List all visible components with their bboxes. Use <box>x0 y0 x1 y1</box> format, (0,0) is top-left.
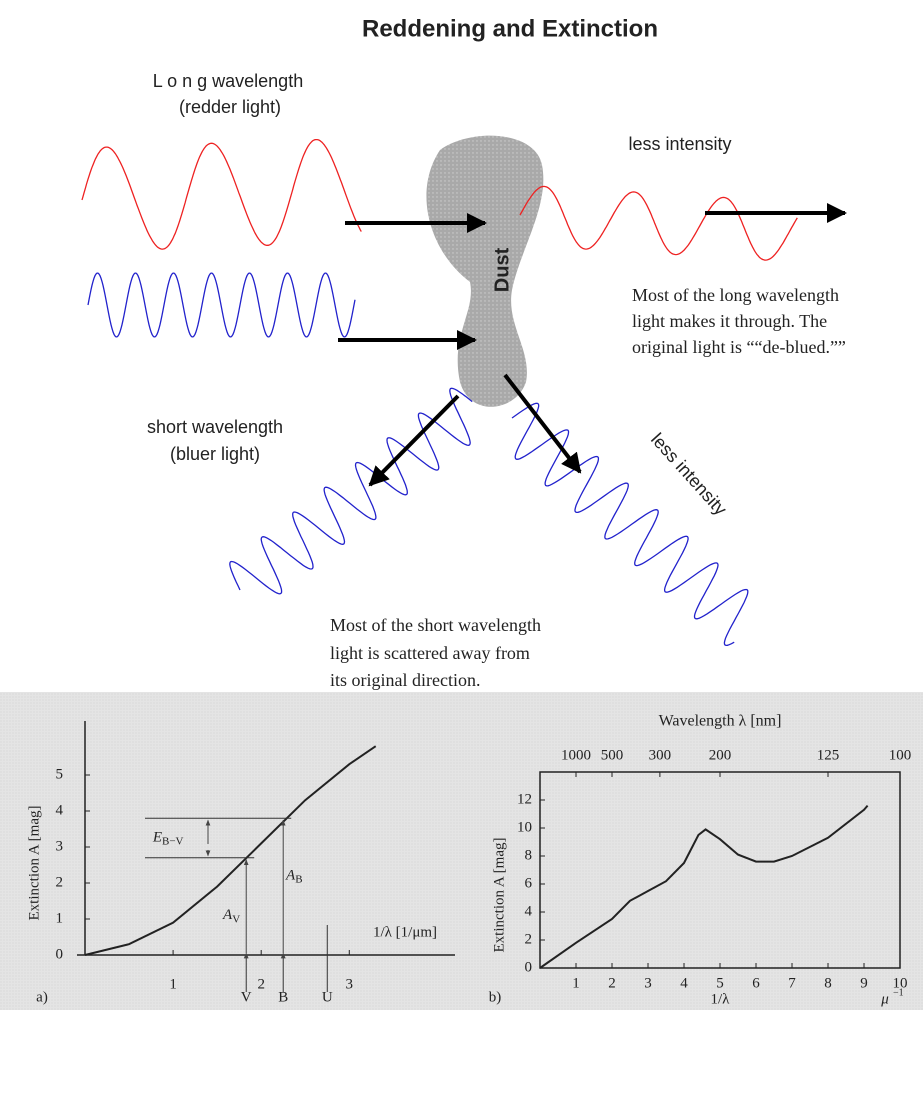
note: Most of the short wavelength <box>330 615 541 635</box>
label: B <box>278 989 288 1005</box>
label: U <box>322 989 333 1005</box>
label: (redder light) <box>179 97 281 117</box>
note: Most of the long wavelength <box>632 285 839 305</box>
label: 1 <box>169 976 177 992</box>
wave <box>519 185 798 261</box>
wave <box>229 387 473 595</box>
label: 5 <box>56 766 64 782</box>
label: 5 <box>716 975 724 991</box>
dust-cloud <box>426 135 544 407</box>
label: E <box>152 829 162 845</box>
label: 100 <box>889 747 912 763</box>
label: 4 <box>56 802 64 818</box>
note: light is scattered away from <box>330 643 530 663</box>
label: −1 <box>893 987 904 998</box>
arrow <box>503 373 582 474</box>
label: 9 <box>860 975 868 991</box>
label: 6 <box>752 975 760 991</box>
label: A <box>285 868 296 884</box>
wave <box>81 138 362 250</box>
label: 0 <box>56 946 64 962</box>
note: original light is ““de-blued.”” <box>632 337 846 357</box>
figure-panel <box>0 692 923 1010</box>
curve <box>84 745 377 956</box>
arrow <box>368 394 460 487</box>
label: A <box>222 907 233 923</box>
note: its original direction. <box>330 670 480 690</box>
label: 8 <box>824 975 832 991</box>
wave <box>87 272 356 338</box>
label: 10 <box>517 819 532 835</box>
diagram: Reddening and Extinction L o n g wavelen… <box>147 15 846 690</box>
label: 1 <box>56 910 64 926</box>
label: 3 <box>644 975 652 991</box>
label: 2 <box>56 874 64 890</box>
label: (bluer light) <box>170 444 260 464</box>
y-axis-label: Extinction A [mag] <box>26 806 42 921</box>
label: 300 <box>649 747 672 763</box>
label: 10 <box>893 975 908 991</box>
label: 3 <box>56 838 64 854</box>
curve <box>539 804 869 969</box>
label: 500 <box>601 747 624 763</box>
label: 2 <box>525 931 533 947</box>
y-axis-label: Extinction A [mag] <box>491 838 507 953</box>
label: V <box>232 913 240 925</box>
title: Reddening and Extinction <box>362 15 658 42</box>
label: 1000 <box>561 747 591 763</box>
dust-label: Dust <box>491 247 513 292</box>
label: μ <box>880 991 889 1007</box>
arrows <box>338 203 847 487</box>
label: 1 <box>572 975 580 991</box>
label: B−V <box>162 836 184 848</box>
label: b) <box>489 989 502 1005</box>
wave <box>511 402 749 647</box>
label: V <box>241 989 252 1005</box>
label: short wavelength <box>147 417 283 437</box>
note: light makes it through. The <box>632 311 827 331</box>
label: 12 <box>517 791 532 807</box>
label: 8 <box>525 847 533 863</box>
label: B <box>295 874 302 886</box>
label: L o n g wavelength <box>153 71 303 91</box>
label: 200 <box>709 747 732 763</box>
label: 2 <box>608 975 616 991</box>
label: 1/λ [1/μm] <box>373 924 437 940</box>
label: Wavelength λ [nm] <box>659 713 782 730</box>
label: less intensity <box>628 134 731 154</box>
label: less intensity <box>647 429 731 519</box>
label: 6 <box>525 875 533 891</box>
label: 7 <box>788 975 796 991</box>
waves <box>81 138 798 647</box>
label: 4 <box>680 975 688 991</box>
label: 125 <box>817 747 840 763</box>
label: 0 <box>525 959 533 975</box>
label: 4 <box>525 903 533 919</box>
label: 3 <box>346 976 354 992</box>
label: 1/λ <box>711 991 731 1007</box>
label: a) <box>36 989 48 1005</box>
label: 2 <box>257 976 265 992</box>
